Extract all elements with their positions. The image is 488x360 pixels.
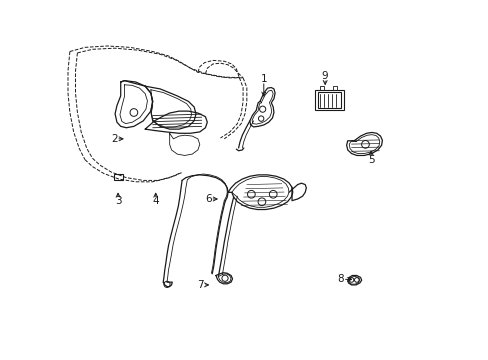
Circle shape (354, 278, 358, 282)
Text: 9: 9 (321, 72, 328, 81)
Text: 8: 8 (337, 274, 344, 284)
Circle shape (361, 140, 368, 148)
Circle shape (269, 190, 277, 198)
Text: 6: 6 (204, 194, 211, 204)
Circle shape (130, 109, 138, 116)
Circle shape (163, 281, 170, 287)
Circle shape (222, 275, 227, 282)
Circle shape (258, 198, 265, 206)
Bar (114, 174, 122, 180)
Text: 2: 2 (111, 134, 118, 144)
Circle shape (247, 190, 255, 198)
Text: 1: 1 (260, 74, 266, 84)
Bar (314, 90, 343, 110)
Circle shape (348, 278, 353, 282)
Text: 3: 3 (115, 196, 121, 206)
Text: 4: 4 (152, 196, 159, 206)
Circle shape (259, 106, 265, 112)
Bar (317, 92, 340, 108)
Text: 7: 7 (197, 280, 204, 290)
Circle shape (258, 116, 264, 121)
Text: 5: 5 (367, 155, 374, 165)
